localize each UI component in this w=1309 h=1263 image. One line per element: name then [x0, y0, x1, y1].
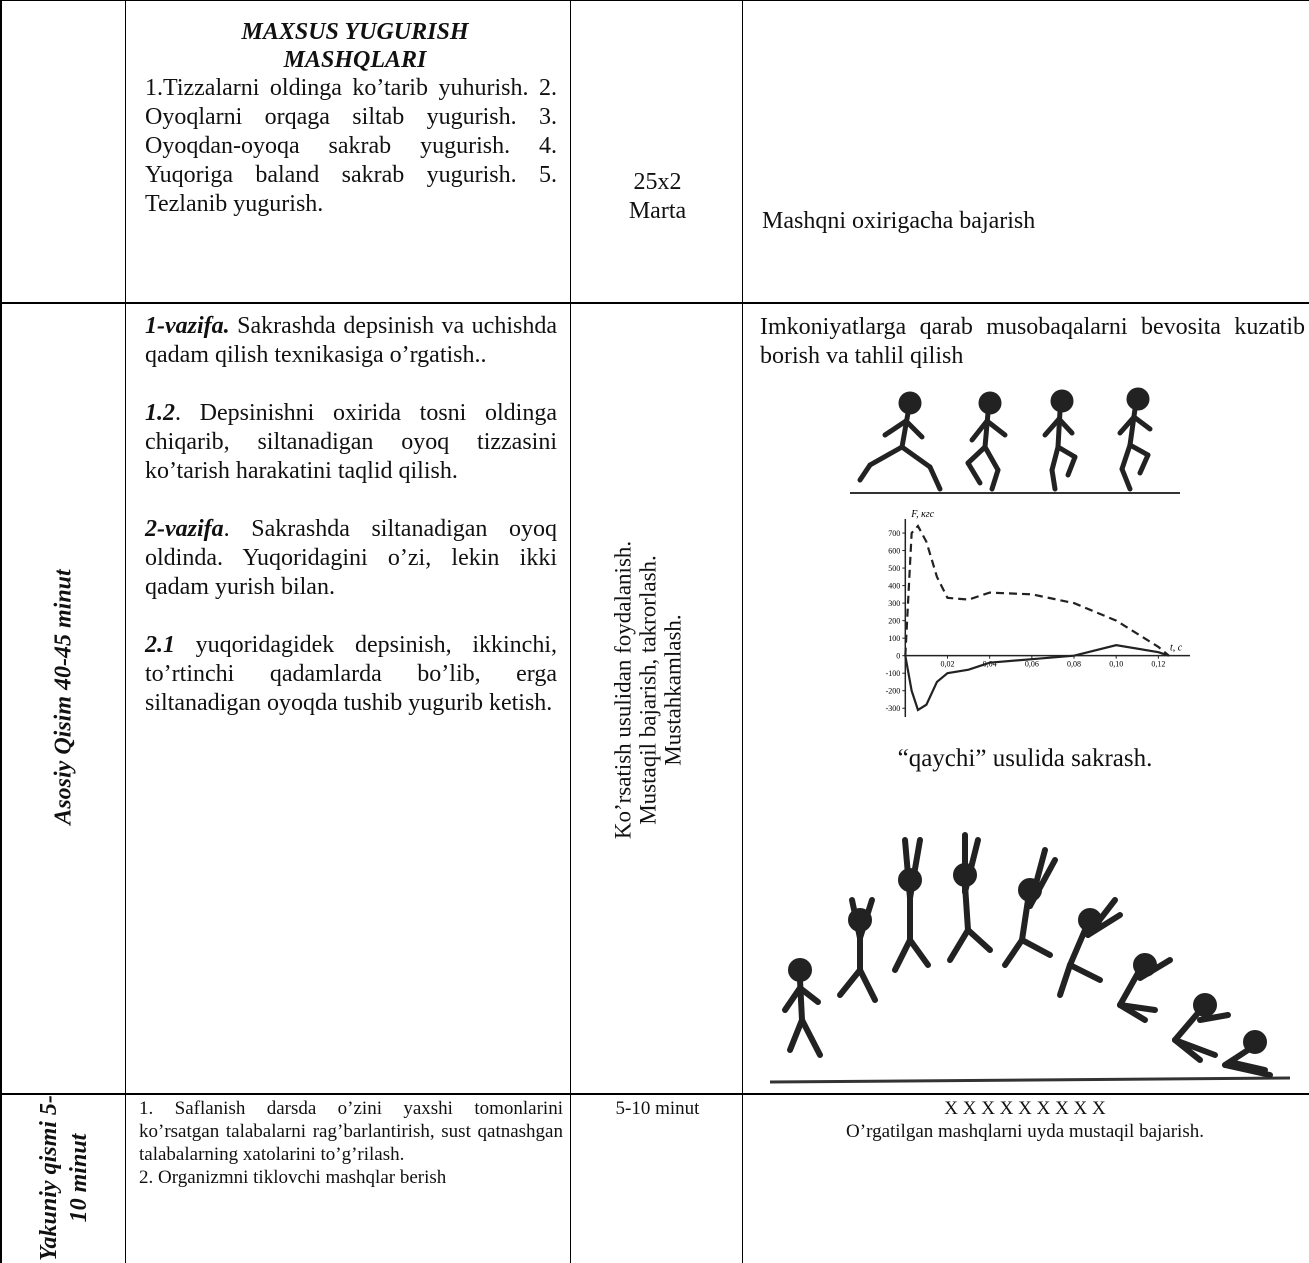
paragraph: 1. Saflanish darsda o’zini yaxshi tomonl…: [139, 1098, 563, 1165]
section-label-line: Yakuniy qismi 5-: [36, 1095, 62, 1261]
y-tick-label: -300: [886, 704, 901, 713]
section-title: MAXSUS YUGURISH MASHQLARI: [241, 19, 469, 73]
section-label: Asosiy Qisim 40-45 minut: [50, 569, 77, 825]
paragraph: 2. Organizmni tiklovchi mashqlar berish: [139, 1167, 447, 1188]
section-label-line: 10 minut: [66, 1133, 92, 1223]
running-figures: [850, 387, 1180, 494]
notes: X X X X X X X X X O’rgatilgan mashqlarni…: [775, 1097, 1275, 1143]
task-lead: 1-vazifa.: [145, 313, 230, 339]
y-tick-label: 400: [888, 582, 900, 591]
y-tick-label: 700: [888, 529, 900, 538]
y-tick-label: 100: [888, 634, 900, 643]
figure-caption: “qaychi” usulida sakrash.: [897, 745, 1153, 772]
task: 2.1 yuqoridagidek depsinish, ikkinchi, t…: [145, 631, 557, 718]
task-list: 1-vazifa. Sakrashda depsinish va uchishd…: [145, 312, 557, 747]
method-line: Mustaqil bajarish, takrorlash.: [635, 555, 661, 825]
cell-text: 1.Tizzalarni oldinga ko’tarib yuhurish. …: [145, 75, 557, 217]
task-lead: 1.2: [145, 400, 175, 426]
cell-text: 1. Saflanish darsda o’zini yaxshi tomonl…: [139, 1097, 563, 1189]
task: 1-vazifa. Sakrashda depsinish va uchishd…: [145, 312, 557, 370]
x-tick-label: 0,12: [1151, 660, 1165, 669]
notes: Mashqni oxirigacha bajarish: [762, 208, 1036, 234]
y-axis-label: F, кгс: [910, 509, 934, 520]
method: Ko’rsatish usulidan foydalanish. Mustaqi…: [611, 541, 686, 839]
x-tick-label: 0,08: [1067, 660, 1081, 669]
y-tick-label: 500: [888, 564, 900, 573]
x-tick-label: 0,06: [1025, 660, 1039, 669]
x-tick-label: 0,10: [1109, 660, 1123, 669]
force-curve: [904, 644, 1170, 712]
dosage-line: 25x2: [633, 169, 682, 195]
dosage-line: Marta: [628, 198, 687, 224]
force-curve: [904, 524, 1170, 657]
method-line: Ko’rsatish usulidan foydalanish.: [610, 540, 636, 840]
section-label: Yakuniy qismi 5- 10 minut: [34, 1095, 94, 1261]
x-tick-label: 0,02: [940, 660, 954, 669]
y-tick-label: -200: [886, 687, 901, 696]
notes-line: X X X X X X X X X: [944, 1098, 1106, 1119]
notes-line: O’rgatilgan mashqlarni uyda mustaqil baj…: [846, 1121, 1204, 1142]
task-text: . Sakrashda siltanadigan oyoq oldinda. Y…: [145, 516, 557, 600]
y-tick-label: 200: [888, 617, 900, 626]
x-axis-label: t, c: [1170, 643, 1183, 654]
task: 1.2. Depsinishni oxirida tosni oldinga c…: [145, 399, 557, 486]
dosage: 25x2 Marta: [575, 168, 740, 226]
task: 2-vazifa. Sakrashda siltanadigan oyoq ol…: [145, 515, 557, 602]
task-lead: 2.1: [145, 632, 175, 658]
dosage: 5-10 minut: [615, 1098, 700, 1119]
y-tick-label: 0: [896, 652, 900, 661]
method-line: Mustahkamlash.: [660, 614, 686, 766]
task-text: yuqoridagidek depsinish, ikkinchi, to’rt…: [145, 632, 557, 716]
task-lead: 2-vazifa: [145, 516, 224, 542]
x-tick-label: 0,04: [983, 660, 997, 669]
jumping-figures: [769, 832, 1291, 1084]
force-chart: F, кгс t, c 700 600 500 400 300 200 100 0 -100 -200…: [886, 509, 1190, 717]
notes: Imkoniyatlarga qarab musobaqalarni bevos…: [760, 314, 1305, 369]
y-tick-label: -100: [886, 669, 901, 678]
y-tick-label: 600: [888, 547, 900, 556]
task-text: Sakrashda depsinish va uchishda qadam qi…: [145, 313, 557, 368]
task-text: . Depsinishni oxirida tosni oldinga chiq…: [145, 400, 557, 484]
y-tick-label: 300: [888, 599, 900, 608]
